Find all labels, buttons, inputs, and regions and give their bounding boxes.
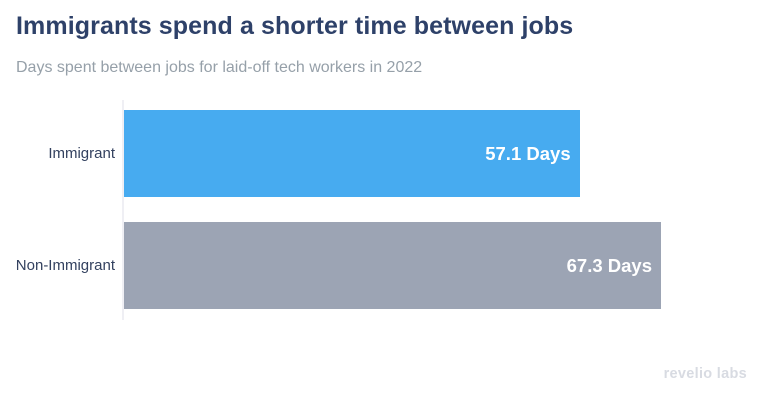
bar-row: Non-Immigrant 67.3 Days xyxy=(0,222,768,309)
value-label: 67.3 Days xyxy=(566,254,652,276)
chart-subtitle: Days spent between jobs for laid-off tec… xyxy=(16,58,423,76)
chart-title: Immigrants spend a shorter time between … xyxy=(16,12,574,40)
category-label: Non-Immigrant xyxy=(15,257,115,274)
bar: 67.3 Days xyxy=(124,222,661,309)
y-axis-line xyxy=(122,100,124,320)
bar-track: 67.3 Days xyxy=(124,222,661,309)
bar: 57.1 Days xyxy=(124,110,580,197)
bar-row: Immigrant 57.1 Days xyxy=(0,110,768,197)
bar-track: 57.1 Days xyxy=(124,110,661,197)
bar-chart: Immigrant 57.1 Days Non-Immigrant 67.3 Days xyxy=(0,100,768,334)
value-label: 57.1 Days xyxy=(485,142,571,164)
revelio-labs-logo: revelio labs xyxy=(663,366,747,382)
chart-header: Immigrants spend a shorter time between … xyxy=(16,12,752,77)
category-label: Immigrant xyxy=(48,145,115,162)
bar-rows: Immigrant 57.1 Days Non-Immigrant 67.3 Days xyxy=(0,110,768,309)
